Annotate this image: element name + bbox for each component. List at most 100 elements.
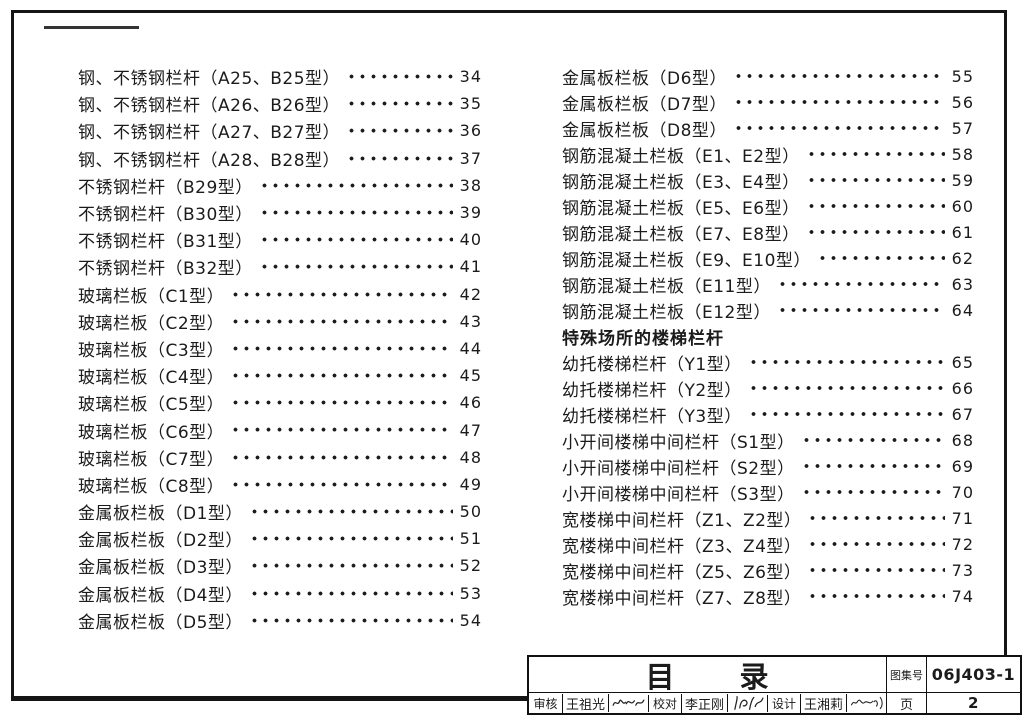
toc-entry-page: 62 [951,248,974,268]
title-block-row-bottom: 审核 王祖光 校对 李正刚 设计 王湘莉 [529,693,1020,713]
reviewer-name: 王祖光 [562,693,608,713]
toc-entry: 宽楼梯中间栏杆（Z3、Z4型） 72 [562,531,974,557]
dot-leader [729,63,945,89]
dot-leader [343,63,453,91]
toc-entry-title: 钢、不锈钢栏杆（A25、B25型） [78,69,341,90]
dot-leader [245,525,453,553]
title-block: 目 录 图集号 06J403-1 审核 王祖光 校对 李正刚 [527,655,1022,715]
designer-label: 设计 [767,694,800,712]
toc-entry-page: 68 [951,430,974,450]
dot-leader [729,115,945,141]
toc-entry-title: 宽楼梯中间栏杆（Z5、Z6型） [562,562,802,583]
toc-entry-title: 钢筋混凝土栏板（E3、E4型） [562,172,800,193]
toc-entry-title: 玻璃栏板（C3型） [78,340,225,361]
toc-entry: 钢、不锈钢栏杆（A27、B27型） 36 [78,117,482,145]
toc-entry-title: 钢筋混凝土栏板（E5、E6型） [562,198,800,219]
toc-entry: 金属板栏板（D7型） 56 [562,89,974,115]
toc-entry-page: 52 [459,556,482,576]
toc-entry-title: 宽楼梯中间栏杆（Z3、Z4型） [562,536,802,557]
toc-entry: 不锈钢栏杆（B29型） 38 [78,171,482,199]
toc-entry: 金属板栏板（D6型） 55 [562,63,974,89]
scan-artifact [44,26,139,29]
toc-entry: 幼托楼梯栏杆（Y3型） 67 [562,401,974,427]
toc-entry: 幼托楼梯栏杆（Y2型） 66 [562,375,974,401]
toc-entry-title: 小开间楼梯中间栏杆（S3型） [562,484,795,505]
toc-entry-page: 70 [951,482,974,502]
dot-leader [227,362,453,390]
toc-entry-title: 特殊场所的楼梯栏杆 [562,328,724,349]
dot-leader [255,253,453,281]
toc-entry-title: 玻璃栏板（C1型） [78,286,225,307]
toc-entry: 宽楼梯中间栏杆（Z7、Z8型） 74 [562,583,974,609]
toc-entry-page: 38 [459,175,482,195]
toc-entry-page: 44 [459,338,482,358]
toc-entry-page: 40 [459,230,482,250]
toc-entry-title: 金属板栏板（D7型） [562,94,727,115]
toc-entry-page: 43 [459,311,482,331]
toc-entry-title: 金属板栏板（D1型） [78,504,243,525]
toc-entry-page: 57 [951,118,974,138]
dot-leader [773,297,945,323]
dot-leader [245,606,453,634]
toc-entry-page: 51 [459,529,482,549]
toc-entry: 钢筋混凝土栏板（E12型） 64 [562,297,974,323]
dot-leader [227,307,453,335]
page-title-char-2: 录 [739,659,770,693]
dot-leader [804,583,945,609]
toc-entry: 金属板栏板（D8型） 57 [562,115,974,141]
toc-entry: 金属板栏板（D4型） 53 [78,579,482,607]
atlas-number-label: 图集号 [886,657,926,692]
toc-entry-title: 玻璃栏板（C4型） [78,368,225,389]
signature-row: 审核 王祖光 校对 李正刚 设计 王湘莉 [529,693,886,713]
dot-leader [343,144,453,172]
page-number-value: 2 [926,693,1020,713]
toc-entry-title: 金属板栏板（D5型） [78,612,243,633]
toc-entry-title: 钢筋混凝土栏板（E7、E8型） [562,224,800,245]
dot-leader [245,552,453,580]
toc-entry-title: 金属板栏板（D6型） [562,68,727,89]
toc-entry: 玻璃栏板（C7型） 48 [78,443,482,471]
toc-entry: 小开间楼梯中间栏杆（S3型） 70 [562,479,974,505]
toc-entry-title: 不锈钢栏杆（B29型） [78,177,253,198]
dot-leader [227,416,453,444]
dot-leader [802,141,945,167]
toc-entry-page: 66 [951,378,974,398]
toc-entry: 不锈钢栏杆（B31型） 40 [78,226,482,254]
toc-entry: 不锈钢栏杆（B30型） 39 [78,198,482,227]
toc-entry: 钢筋混凝土栏板（E5、E6型） 60 [562,193,974,219]
dot-leader [227,334,453,363]
toc-entry-page: 41 [459,257,482,277]
toc-entry: 幼托楼梯栏杆（Y1型） 65 [562,349,974,375]
toc-entry-page: 69 [951,456,974,476]
toc-entry-title: 玻璃栏板（C6型） [78,422,225,443]
dot-leader [343,117,453,145]
dot-leader [227,470,453,498]
toc-entry-page: 47 [459,420,482,440]
toc-entry: 玻璃栏板（C8型） 49 [78,470,482,498]
toc-entry: 玻璃栏板（C6型） 47 [78,416,482,444]
page-frame: 钢、不锈钢栏杆（A25、B25型） 34 钢、不锈钢栏杆（A26、B26型） 35 钢、… [11,10,1022,715]
toc-entry: 钢筋混凝土栏板（E7、E8型） 61 [562,219,974,245]
dot-leader [343,90,453,118]
checker-signature-icon [734,696,764,710]
toc-entry-title: 不锈钢栏杆（B30型） [78,205,253,226]
toc-entry: 钢筋混凝土栏板（E1、E2型） 58 [562,141,974,167]
toc-left-column: 钢、不锈钢栏杆（A25、B25型） 34 钢、不锈钢栏杆（A26、B26型） 35 钢、… [78,63,482,634]
toc-entry-page: 35 [459,94,482,114]
toc-entry-page: 54 [459,610,482,630]
page-title: 目 录 [529,657,886,693]
toc-entry: 玻璃栏板（C4型） 45 [78,362,482,390]
dot-leader [804,531,945,557]
toc-entry-title: 钢筋混凝土栏板（E9、E10型） [562,250,811,271]
checker-name: 李正刚 [681,693,727,713]
toc-entry: 钢筋混凝土栏板（E11型） 63 [562,271,974,297]
toc-entry-title: 宽楼梯中间栏杆（Z7、Z8型） [562,588,802,609]
toc-entry-page: 46 [459,393,482,413]
toc-entry-title: 钢、不锈钢栏杆（A26、B26型） [78,96,341,117]
toc-entry-title: 钢筋混凝土栏板（E1、E2型） [562,146,800,167]
toc-entry-page: 58 [951,144,974,164]
toc-entry-title: 不锈钢栏杆（B31型） [78,232,253,253]
toc-entry-title: 小开间楼梯中间栏杆（S1型） [562,432,795,453]
toc-entry-page: 59 [951,170,974,190]
toc-entry-title: 小开间楼梯中间栏杆（S2型） [562,458,795,479]
